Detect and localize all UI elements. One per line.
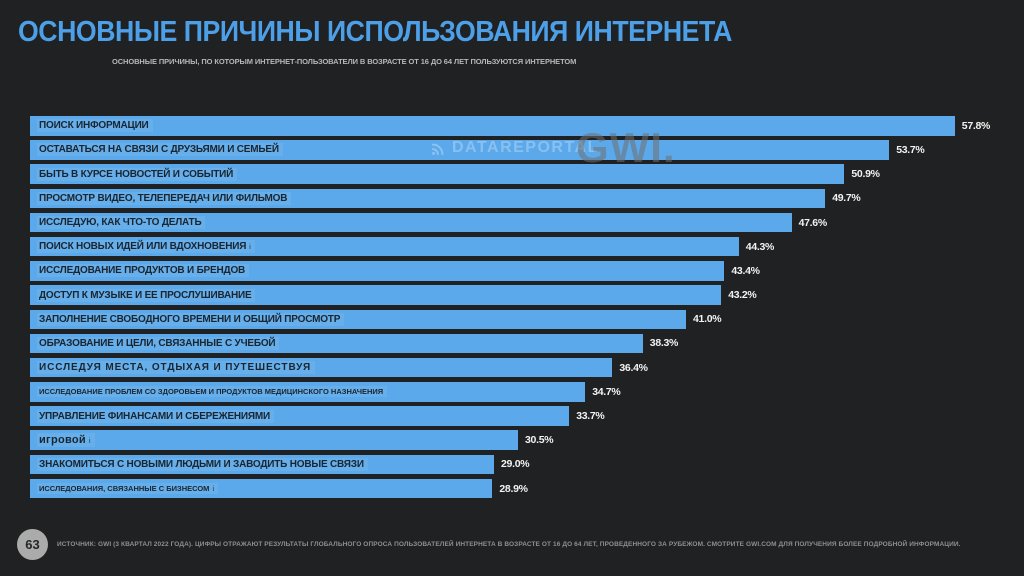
bar-label: ПОИСК ИНФОРМАЦИИ [37,119,153,133]
bar-label: ИССЛЕДОВАНИЯ, СВЯЗАННЫЕ С БИЗНЕСОМ i [37,483,218,495]
bar-label: ЗАПОЛНЕНИЕ СВОБОДНОГО ВРЕМЕНИ И ОБЩИЙ ПР… [37,312,345,326]
bar: УПРАВЛЕНИЕ ФИНАНСАМИ И СБЕРЕЖЕНИЯМИ [30,406,570,426]
bar-row: ИССЛЕДУЯ МЕСТА, ОТДЫХАЯ И ПУТЕШЕСТВУЯ 36.… [30,357,1024,378]
bar-row: ИССЛЕДОВАНИЕ ПРОБЛЕМ СО ЗДОРОВЬЕМ И ПРОД… [30,382,1024,402]
bar-label: УПРАВЛЕНИЕ ФИНАНСАМИ И СБЕРЕЖЕНИЯМИ [37,409,275,423]
bar: ИССЛЕДОВАНИЕ ПРОДУКТОВ И БРЕНДОВ [30,261,725,281]
bar-row: ЗАПОЛНЕНИЕ СВОБОДНОГО ВРЕМЕНИ И ОБЩИЙ ПР… [30,309,1024,329]
bar-label: ИССЛЕДОВАНИЕ ПРОБЛЕМ СО ЗДОРОВЬЕМ И ПРОД… [37,386,388,398]
page-title: ОСНОВНЫЕ ПРИЧИНЫ ИСПОЛЬЗОВАНИЯ ИНТЕРНЕТА [18,16,732,48]
bar-value: 43.2% [728,289,757,302]
bar-label: ПРОСМОТР ВИДЕО, ТЕЛЕПЕРЕДАЧ ИЛИ ФИЛЬМОВ [37,191,292,205]
bar-value: 29.0% [501,458,530,471]
bar-row: БЫТЬ В КУРСЕ НОВОСТЕЙ И СОБЫТИЙ 50.9% [30,164,1024,184]
bar-label: ЗНАКОМИТЬСЯ С НОВЫМИ ЛЮДЬМИ И ЗАВОДИТЬ Н… [37,457,368,471]
bar-label: игровой i [37,433,95,448]
bar: игровой i [30,430,518,450]
bar-value: 36.4% [619,361,648,374]
bar: ОБРАЗОВАНИЕ И ЦЕЛИ, СВЯЗАННЫЕ С УЧЕБОЙ [30,333,643,354]
bar: ПОИСК НОВЫХ ИДЕЙ ИЛИ ВДОХНОВЕНИЯ i [30,236,739,257]
bar-value: 49.7% [832,192,861,205]
bar-row: игровой i 30.5% [30,430,1024,450]
bar-value: 30.5% [525,434,554,447]
bar-chart: ПОИСК ИНФОРМАЦИИ 57.8% ОСТАВАТЬСЯ НА СВЯЗИ… [30,116,1024,503]
bar: ИССЛЕДОВАНИЯ, СВЯЗАННЫЕ С БИЗНЕСОМ i [30,478,493,499]
bar: ИССЛЕДОВАНИЕ ПРОБЛЕМ СО ЗДОРОВЬЕМ И ПРОД… [30,382,586,402]
bar-row: ПОИСК НОВЫХ ИДЕЙ ИЛИ ВДОХНОВЕНИЯ i 44.3% [30,236,1024,257]
bar-label: БЫТЬ В КУРСЕ НОВОСТЕЙ И СОБЫТИЙ [37,167,238,181]
bar: ИССЛЕДУЮ, КАК ЧТО-ТО ДЕЛАТЬ [30,212,792,233]
bar-label: ИССЛЕДОВАНИЕ ПРОДУКТОВ И БРЕНДОВ [37,264,250,278]
page-number-badge: 63 [17,529,48,560]
bar-row: ПРОСМОТР ВИДЕО, ТЕЛЕПЕРЕДАЧ ИЛИ ФИЛЬМОВ 4… [30,188,1024,209]
bar: ЗНАКОМИТЬСЯ С НОВЫМИ ЛЮДЬМИ И ЗАВОДИТЬ Н… [30,454,494,475]
bar-value: 38.3% [649,337,679,350]
bar-label: ОСТАВАТЬСЯ НА СВЯЗИ С ДРУЗЬЯМИ И СЕМЬЕЙ [37,143,283,157]
bar-row: ПОИСК ИНФОРМАЦИИ 57.8% [30,116,1024,136]
bar: ЗАПОЛНЕНИЕ СВОБОДНОГО ВРЕМЕНИ И ОБЩИЙ ПР… [30,309,686,329]
bar-label: ПОИСК НОВЫХ ИДЕЙ ИЛИ ВДОХНОВЕНИЯ i [37,240,255,254]
bar-label: ОБРАЗОВАНИЕ И ЦЕЛИ, СВЯЗАННЫЕ С УЧЕБОЙ [37,336,280,350]
bar-value: 41.0% [693,313,722,326]
bar-label: ИССЛЕДУЯ МЕСТА, ОТДЫХАЯ И ПУТЕШЕСТВУЯ [37,361,316,375]
bar-row: ИССЛЕДУЮ, КАК ЧТО-ТО ДЕЛАТЬ 47.6% [30,212,1024,233]
bar-value: 33.7% [576,410,605,422]
bar-value: 57.8% [961,119,991,132]
bar-label: ДОСТУП К МУЗЫКЕ И ЕЕ ПРОСЛУШИВАНИЕ [37,288,256,302]
footnote-marker: i [88,438,91,446]
bar-label: ИССЛЕДУЮ, КАК ЧТО-ТО ДЕЛАТЬ [37,216,206,229]
page-number: 63 [25,537,40,552]
bar-value: 47.6% [798,216,828,229]
bar-value: 53.7% [896,143,925,156]
bar: ДОСТУП К МУЗЫКЕ И ЕЕ ПРОСЛУШИВАНИЕ [30,285,722,305]
bar-row: УПРАВЛЕНИЕ ФИНАНСАМИ И СБЕРЕЖЕНИЯМИ 33.7% [30,406,1024,426]
bar-row: ДОСТУП К МУЗЫКЕ И ЕЕ ПРОСЛУШИВАНИЕ 43.2% [30,285,1024,305]
bar-value: 44.3% [745,240,775,253]
bar: ОСТАВАТЬСЯ НА СВЯЗИ С ДРУЗЬЯМИ И СЕМЬЕЙ [30,140,890,160]
bar: ПОИСК ИНФОРМАЦИИ [30,116,955,136]
bar: ИССЛЕДУЯ МЕСТА, ОТДЫХАЯ И ПУТЕШЕСТВУЯ [30,357,613,378]
bar: ПРОСМОТР ВИДЕО, ТЕЛЕПЕРЕДАЧ ИЛИ ФИЛЬМОВ [30,188,826,209]
bar-value: 43.4% [731,264,760,277]
bar-value: 34.7% [592,385,621,398]
bar: БЫТЬ В КУРСЕ НОВОСТЕЙ И СОБЫТИЙ [30,164,845,184]
page-subtitle: ОСНОВНЫЕ ПРИЧИНЫ, ПО КОТОРЫМ ИНТЕРНЕТ-ПО… [112,57,577,66]
footnote-marker: i [249,244,251,252]
bar-row: ОСТАВАТЬСЯ НА СВЯЗИ С ДРУЗЬЯМИ И СЕМЬЕЙ 5… [30,140,1024,160]
bar-row: ИССЛЕДОВАНИЯ, СВЯЗАННЫЕ С БИЗНЕСОМ i 28.9% [30,478,1024,499]
source-note: ИСТОЧНИК: GWI (3 КВАРТАЛ 2022 ГОДА). ЦИФ… [57,541,961,548]
bar-row: ОБРАЗОВАНИЕ И ЦЕЛИ, СВЯЗАННЫЕ С УЧЕБОЙ 38… [30,333,1024,354]
bar-value: 50.9% [851,168,880,181]
footnote-marker: i [212,486,214,494]
bar-value: 28.9% [499,482,528,495]
bar-row: ЗНАКОМИТЬСЯ С НОВЫМИ ЛЮДЬМИ И ЗАВОДИТЬ Н… [30,454,1024,475]
bar-row: ИССЛЕДОВАНИЕ ПРОДУКТОВ И БРЕНДОВ 43.4% [30,261,1024,281]
